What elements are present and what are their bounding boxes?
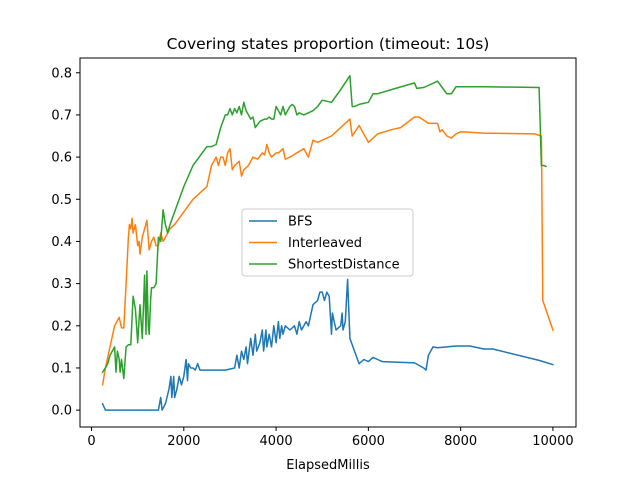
x-tick-label: 0 — [87, 434, 95, 449]
y-tick-label: 0.6 — [51, 151, 72, 166]
y-tick-label: 0.2 — [51, 319, 72, 334]
y-tick-label: 0.7 — [51, 108, 72, 123]
plot-frame — [79, 57, 577, 428]
x-tick-label: 10000 — [532, 434, 573, 449]
series-line-bfs — [101, 278, 554, 411]
y-tick-label: 0.3 — [51, 277, 72, 292]
series-layer — [101, 74, 554, 411]
x-tick-label: 8000 — [444, 434, 477, 449]
legend-label-shortestdistance: ShortestDistance — [288, 258, 400, 273]
x-axis: 0 2000 4000 6000 8000 10000 — [87, 427, 574, 449]
x-tick-label: 4000 — [260, 434, 293, 449]
x-tick-label: 2000 — [167, 434, 200, 449]
series-line-shortestdistance — [101, 74, 547, 380]
x-axis-label: ElapsedMillis — [286, 458, 370, 473]
legend-label-interleaved: Interleaved — [288, 236, 362, 251]
y-axis: 0.0 0.1 0.2 0.3 0.4 0.5 0.6 0.7 0.8 — [51, 66, 80, 419]
x-tick-label: 6000 — [352, 434, 385, 449]
y-tick-label: 0.4 — [51, 235, 72, 250]
y-tick-label: 0.1 — [51, 361, 72, 376]
y-tick-label: 0.5 — [51, 193, 72, 208]
chart-title: Covering states proportion (timeout: 10s… — [167, 35, 490, 53]
legend: BFS Interleaved ShortestDistance — [241, 208, 414, 277]
legend-label-bfs: BFS — [288, 215, 312, 230]
y-tick-label: 0.8 — [51, 66, 72, 81]
y-tick-label: 0.0 — [51, 404, 72, 419]
legend-box — [241, 208, 414, 277]
series-line-interleaved — [101, 116, 554, 386]
